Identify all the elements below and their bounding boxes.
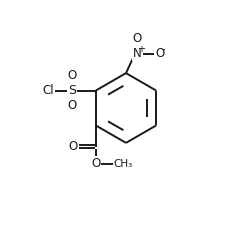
Text: O: O	[68, 140, 77, 153]
Text: O: O	[68, 69, 77, 82]
Text: N: N	[133, 47, 142, 60]
Text: Cl: Cl	[42, 84, 54, 97]
Text: O: O	[68, 99, 77, 112]
Text: O: O	[91, 157, 100, 170]
Text: S: S	[68, 84, 76, 97]
Text: CH₃: CH₃	[114, 159, 133, 169]
Text: O: O	[155, 47, 164, 60]
Text: -: -	[162, 44, 165, 54]
Text: +: +	[137, 44, 145, 54]
Text: O: O	[133, 32, 142, 45]
